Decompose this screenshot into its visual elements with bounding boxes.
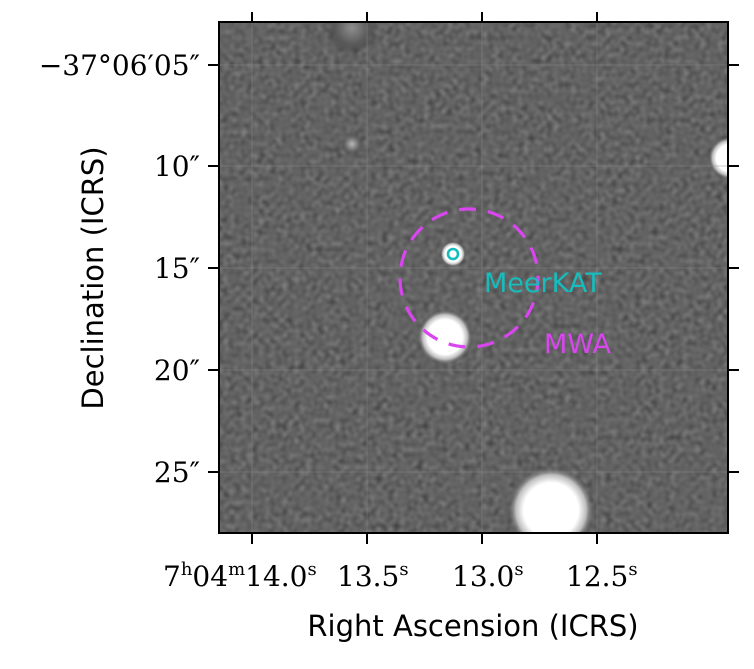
mwa-label: MWA [544,329,612,360]
bright-source-center [417,309,473,365]
sky-image [219,22,728,533]
y-tick-label: 15″ [154,252,200,285]
y-tick-label: −37°06′05″ [39,49,200,82]
axes-frame [218,21,729,534]
y-tick-label: 10″ [154,150,200,183]
grid [219,22,728,533]
x-tick-label: 13.5s [337,559,409,593]
y-tick-labels: −37°06′05″ 10″ 15″ 20″ 25″ [39,49,200,489]
x-tick-labels: 7h04m14.0s 13.5s 13.0s 12.5s [163,559,638,593]
x-axis-label: Right Ascension (ICRS) [307,609,638,643]
faint-source-top [326,22,378,54]
bright-source-bottom [507,466,595,533]
faint-source-upper-left [340,132,364,156]
ticks [208,12,739,544]
bright-source-right-edge [708,136,728,180]
x-tick-label: 7h04m14.0s [163,559,317,593]
y-axis-label: Declination (ICRS) [76,146,110,409]
meerkat-label: MeerKAT [484,268,602,299]
y-tick-label: 25″ [154,456,200,489]
meerkat-marker [446,247,460,261]
source-meerkat-counterpart [440,241,466,267]
x-tick-label: 13.0s [452,559,524,593]
mwa-beam-circle [398,207,540,349]
x-tick-label: 12.5s [566,559,638,593]
y-tick-label: 20″ [154,354,200,387]
